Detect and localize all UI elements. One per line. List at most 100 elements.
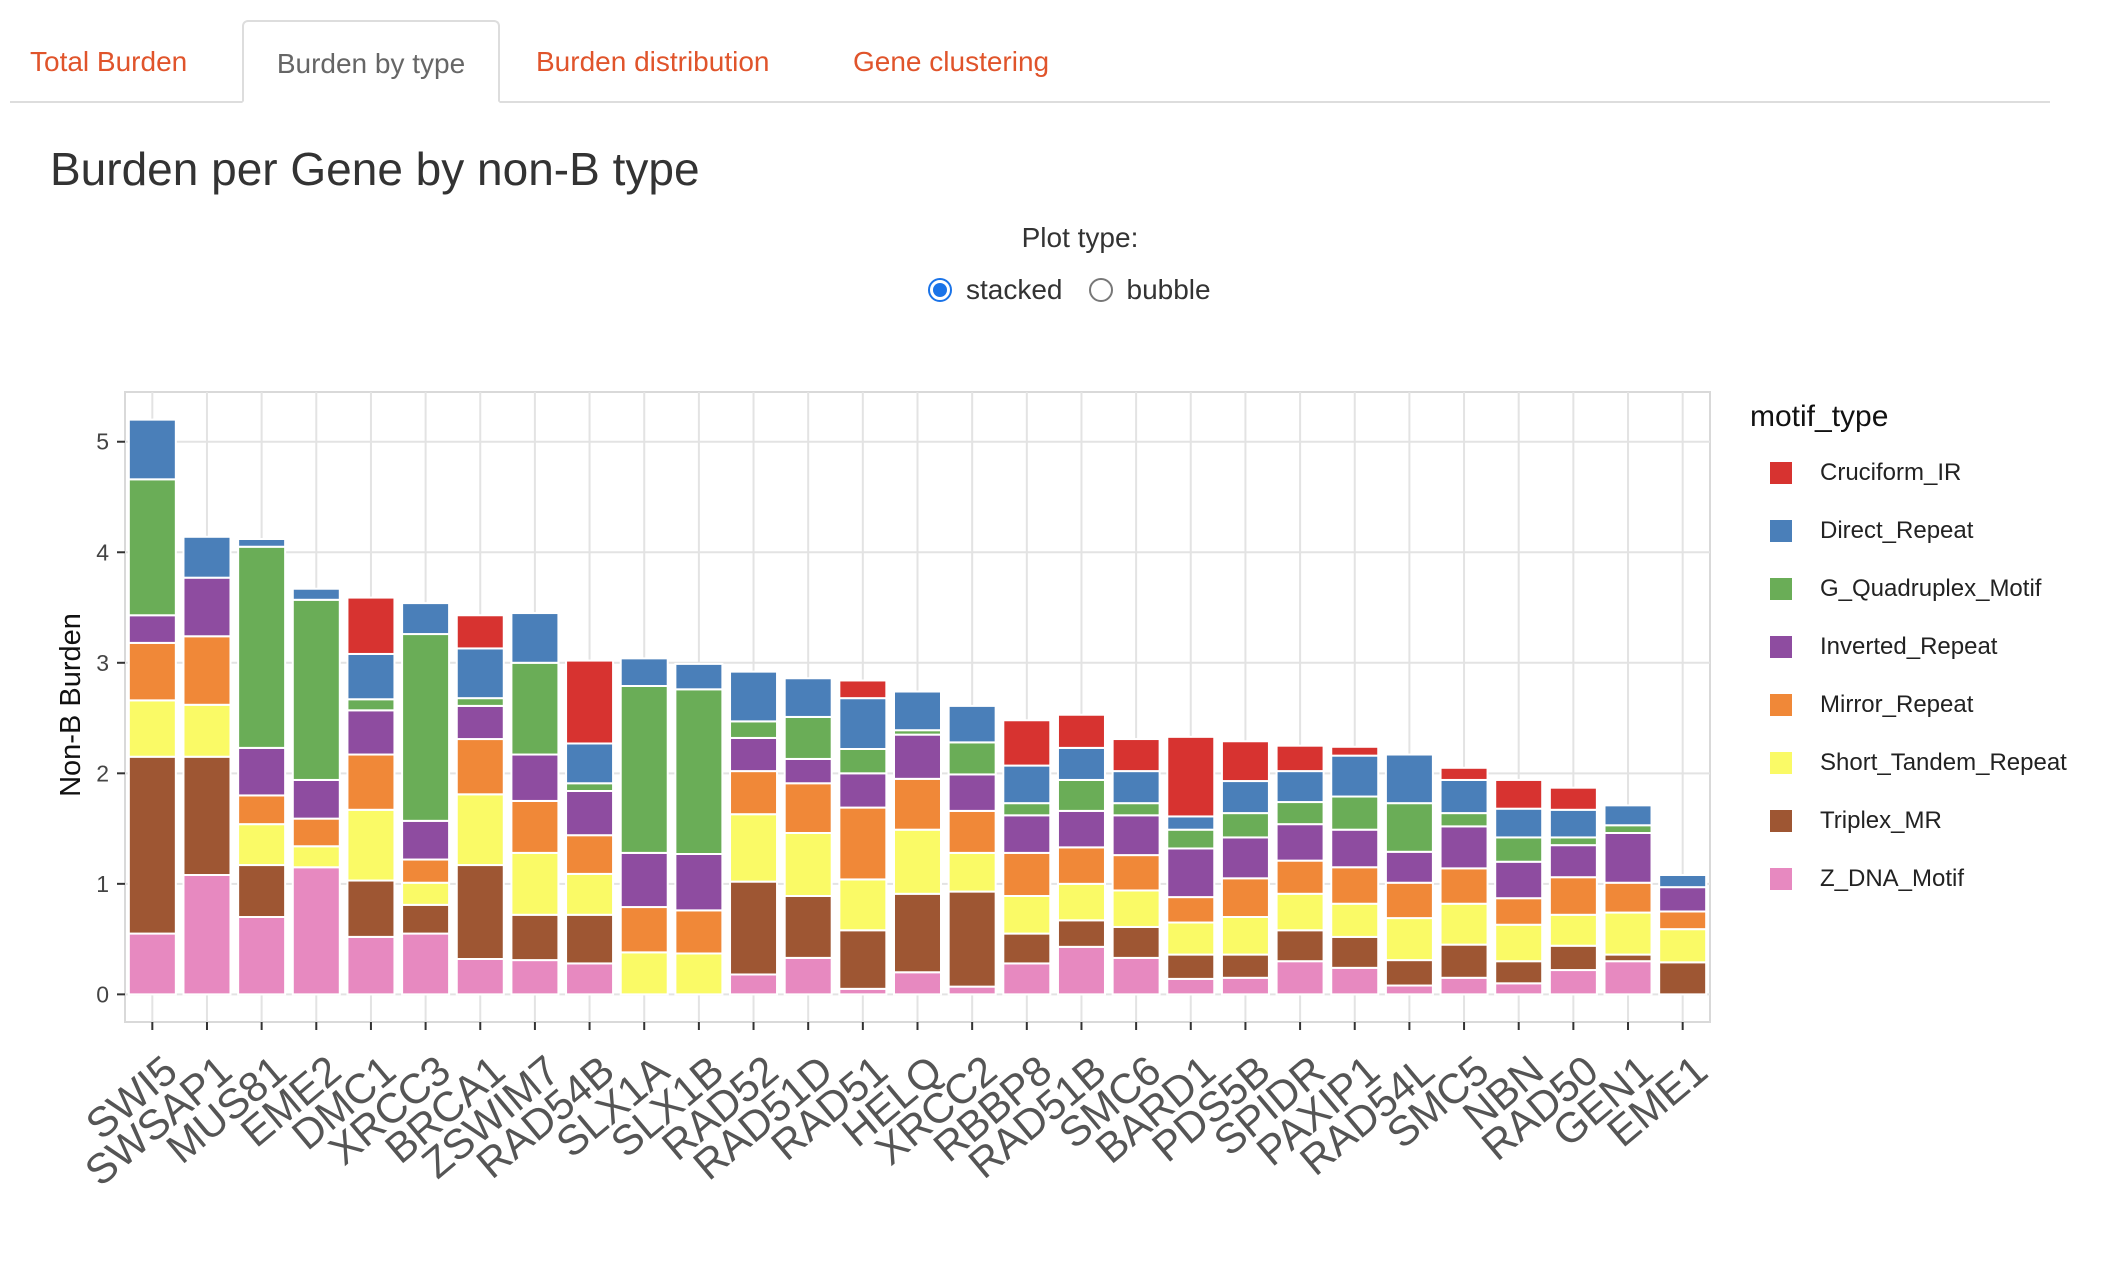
- bar-segment-short-tandem-repeat: [1439, 902, 1489, 946]
- bar-segment-z-dna-motif: [947, 985, 997, 996]
- bar-segment-z-dna-motif: [1002, 962, 1052, 996]
- bar-segment-g-quadruplex-motif: [783, 715, 833, 760]
- legend-item-mirror-repeat: Mirror_Repeat: [1750, 676, 2110, 734]
- bar-segment-mirror-repeat: [1548, 876, 1598, 916]
- bar-segment-cruciform-ir: [346, 596, 396, 655]
- bar-segment-mirror-repeat: [127, 641, 177, 702]
- bar-segment-mirror-repeat: [947, 809, 997, 854]
- bar-segment-inverted-repeat: [1002, 814, 1052, 854]
- bar-segment-mirror-repeat: [1111, 854, 1161, 892]
- bar-segment-short-tandem-repeat: [729, 813, 779, 883]
- bar-segment-g-quadruplex-motif: [838, 748, 888, 775]
- legend-swatch: [1770, 636, 1792, 658]
- bar-segment-mirror-repeat: [182, 635, 232, 706]
- bar-segment-short-tandem-repeat: [1548, 913, 1598, 947]
- bar-segment-mirror-repeat: [1330, 866, 1380, 905]
- bar-segment-triplex-mr: [1111, 925, 1161, 959]
- bar-segment-direct-repeat: [619, 657, 669, 687]
- bar-segment-cruciform-ir: [565, 659, 615, 745]
- bar-segment-short-tandem-repeat: [182, 703, 232, 758]
- bar-segment-cruciform-ir: [1002, 719, 1052, 767]
- legend-label: Mirror_Repeat: [1820, 691, 1974, 718]
- bar-segment-triplex-mr: [1166, 953, 1216, 980]
- bar-segment-short-tandem-repeat: [1658, 928, 1708, 964]
- bar-segment-short-tandem-repeat: [1275, 892, 1325, 932]
- bar-segment-mirror-repeat: [1439, 867, 1489, 905]
- legend-item-direct-repeat: Direct_Repeat: [1750, 502, 2110, 560]
- bar-segment-inverted-repeat: [565, 790, 615, 837]
- bar-segment-inverted-repeat: [1166, 847, 1216, 899]
- plot-type-label: Plot type:: [1021, 222, 1139, 253]
- page-title: Burden per Gene by non-B type: [50, 143, 700, 195]
- bar-segment-z-dna-motif: [1166, 977, 1216, 996]
- tab-total-burden[interactable]: Total Burden: [30, 46, 188, 77]
- bar-segment-g-quadruplex-motif: [565, 782, 615, 793]
- bar-segment-inverted-repeat: [510, 753, 560, 802]
- bar-segment-z-dna-motif: [1439, 976, 1489, 996]
- bar-segment-cruciform-ir: [1111, 738, 1161, 773]
- radio-button-bubble[interactable]: [1088, 278, 1113, 302]
- bar-segment-inverted-repeat: [1275, 823, 1325, 862]
- bar-segment-z-dna-motif: [401, 932, 451, 996]
- bar-segment-cruciform-ir: [1220, 740, 1270, 783]
- legend-label: Inverted_Repeat: [1820, 633, 1998, 660]
- bar-segment-short-tandem-repeat: [1494, 923, 1544, 963]
- radio-button-stacked[interactable]: [928, 278, 952, 302]
- bar-segment-cruciform-ir: [1548, 786, 1598, 811]
- bar-segment-inverted-repeat: [1494, 860, 1544, 900]
- bar-segment-triplex-mr: [1220, 953, 1270, 979]
- tab-burden-by-type[interactable]: Burden by type: [242, 20, 500, 103]
- tab-burden-distribution[interactable]: Burden distribution: [536, 46, 770, 77]
- bar-segment-short-tandem-repeat: [674, 952, 724, 996]
- bar-segment-inverted-repeat: [1220, 836, 1270, 880]
- bar-segment-cruciform-ir: [1275, 744, 1325, 773]
- bar-segment-direct-repeat: [838, 697, 888, 751]
- legend-item-g-quadruplex-motif: G_Quadruplex_Motif: [1750, 560, 2110, 618]
- legend-item-inverted-repeat: Inverted_Repeat: [1750, 618, 2110, 676]
- tab-gene-clustering[interactable]: Gene clustering: [853, 46, 1050, 77]
- bar-segment-z-dna-motif: [1330, 966, 1380, 996]
- bar-segment-inverted-repeat: [1330, 828, 1380, 869]
- bar-segment-g-quadruplex-motif: [291, 598, 341, 781]
- bar-segment-mirror-repeat: [1166, 896, 1216, 924]
- bar-segment-direct-repeat: [1002, 764, 1052, 805]
- bar-segment-g-quadruplex-motif: [401, 633, 451, 822]
- y-tick-label: 0: [96, 981, 109, 1007]
- bar-segment-g-quadruplex-motif: [1384, 802, 1434, 853]
- legend-swatch: [1770, 752, 1792, 774]
- y-tick-label: 3: [96, 650, 109, 676]
- radio-option-stacked[interactable]: stacked: [928, 274, 1063, 306]
- bar-segment-mirror-repeat: [674, 909, 724, 955]
- bar-segment-inverted-repeat: [783, 757, 833, 785]
- bar-segment-direct-repeat: [1275, 770, 1325, 804]
- bar-segment-direct-repeat: [182, 535, 232, 579]
- legend-swatch: [1770, 520, 1792, 542]
- bar-segment-triplex-mr: [1275, 929, 1325, 963]
- bar-segment-direct-repeat: [1603, 804, 1653, 827]
- plot-type-radio-group: stacked bubble: [928, 270, 1237, 310]
- bar-segment-triplex-mr: [401, 903, 451, 935]
- bar-segment-inverted-repeat: [1111, 814, 1161, 857]
- bar-segment-short-tandem-repeat: [127, 699, 177, 758]
- radio-option-bubble[interactable]: bubble: [1088, 274, 1211, 306]
- bar-segment-inverted-repeat: [1384, 850, 1434, 884]
- bar-segment-mirror-repeat: [346, 753, 396, 811]
- bar-segment-inverted-repeat: [237, 746, 287, 797]
- bar-segment-g-quadruplex-motif: [1439, 812, 1489, 828]
- bar-segment-mirror-repeat: [565, 834, 615, 875]
- bar-segment-cruciform-ir: [1494, 778, 1544, 810]
- bar-segment-z-dna-motif: [182, 874, 232, 996]
- bar-segment-triplex-mr: [510, 913, 560, 962]
- bar-segment-g-quadruplex-motif: [1166, 828, 1216, 850]
- bar-segment-z-dna-motif: [1275, 960, 1325, 996]
- legend-label: G_Quadruplex_Motif: [1820, 575, 2042, 602]
- bar-segment-z-dna-motif: [1056, 945, 1106, 996]
- legend-label: Z_DNA_Motif: [1820, 865, 1965, 892]
- legend-label: Cruciform_IR: [1820, 459, 1962, 486]
- bar-segment-mirror-repeat: [237, 794, 287, 826]
- bar-segment-mirror-repeat: [1220, 877, 1270, 919]
- bar-segment-triplex-mr: [1330, 935, 1380, 969]
- bar-segment-g-quadruplex-motif: [510, 661, 560, 756]
- bar-segment-mirror-repeat: [291, 817, 341, 848]
- legend-swatch: [1770, 810, 1792, 832]
